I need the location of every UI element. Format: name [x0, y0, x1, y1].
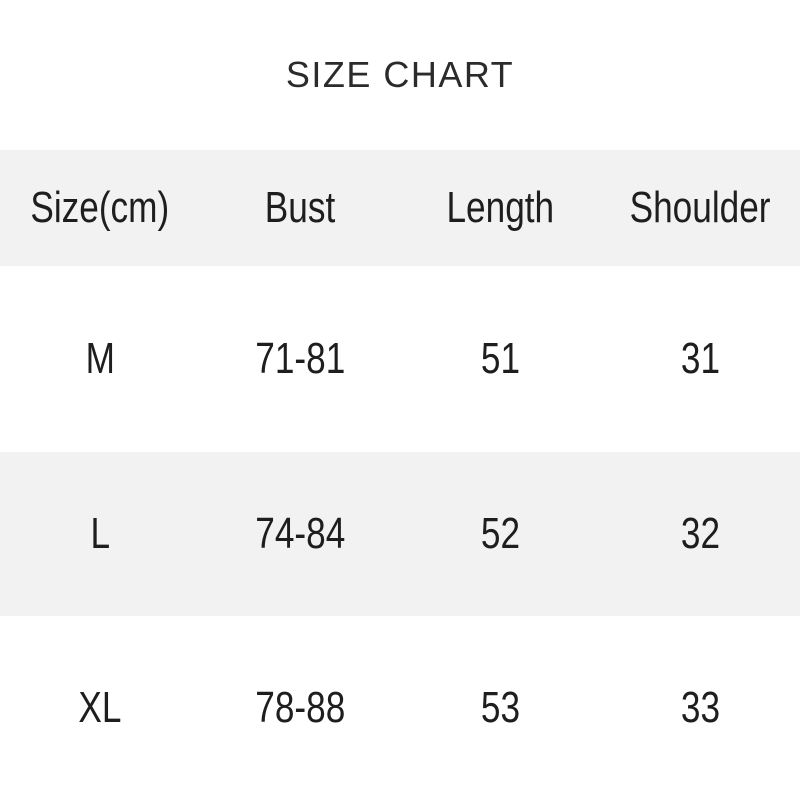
table-row-size-m: M 71-81 51 31: [0, 266, 800, 452]
size-table: Size(cm) Bust Length Shoulder M 71-81 51: [0, 150, 800, 800]
column-header-size-label: Size(cm): [30, 183, 170, 232]
cell-shoulder: 33: [600, 686, 800, 730]
column-header-size: Size(cm): [0, 186, 200, 230]
cell-bust: 74-84: [200, 512, 400, 556]
cell-shoulder-value: 33: [680, 683, 720, 732]
cell-length: 52: [400, 512, 600, 556]
cell-size-value: XL: [78, 683, 122, 732]
cell-size: XL: [0, 686, 200, 730]
column-header-bust: Bust: [200, 186, 400, 230]
cell-bust-value: 71-81: [254, 334, 346, 383]
cell-bust-value: 78-88: [254, 683, 346, 732]
cell-length: 51: [400, 337, 600, 381]
cell-bust: 71-81: [200, 337, 400, 381]
cell-bust: 78-88: [200, 686, 400, 730]
column-header-shoulder-label: Shoulder: [629, 183, 771, 232]
cell-length-value: 51: [480, 334, 520, 383]
cell-shoulder: 31: [600, 337, 800, 381]
cell-length-value: 53: [480, 683, 520, 732]
cell-bust-value: 74-84: [254, 509, 346, 558]
column-header-length: Length: [400, 186, 600, 230]
cell-shoulder: 32: [600, 512, 800, 556]
column-header-bust-label: Bust: [264, 183, 336, 232]
page-title: SIZE CHART: [285, 54, 515, 95]
cell-size: M: [0, 337, 200, 381]
column-header-shoulder: Shoulder: [600, 186, 800, 230]
title-area: SIZE CHART: [0, 0, 800, 150]
table-header-row: Size(cm) Bust Length Shoulder: [0, 150, 800, 266]
cell-shoulder-value: 32: [680, 509, 720, 558]
table-row-size-l: L 74-84 52 32: [0, 452, 800, 616]
cell-length-value: 52: [480, 509, 520, 558]
cell-size-value: L: [90, 509, 110, 558]
table-row-size-xl: XL 78-88 53 33: [0, 616, 800, 800]
cell-shoulder-value: 31: [680, 334, 720, 383]
cell-size-value: M: [85, 334, 115, 383]
cell-length: 53: [400, 686, 600, 730]
column-header-length-label: Length: [446, 183, 554, 232]
cell-size: L: [0, 512, 200, 556]
